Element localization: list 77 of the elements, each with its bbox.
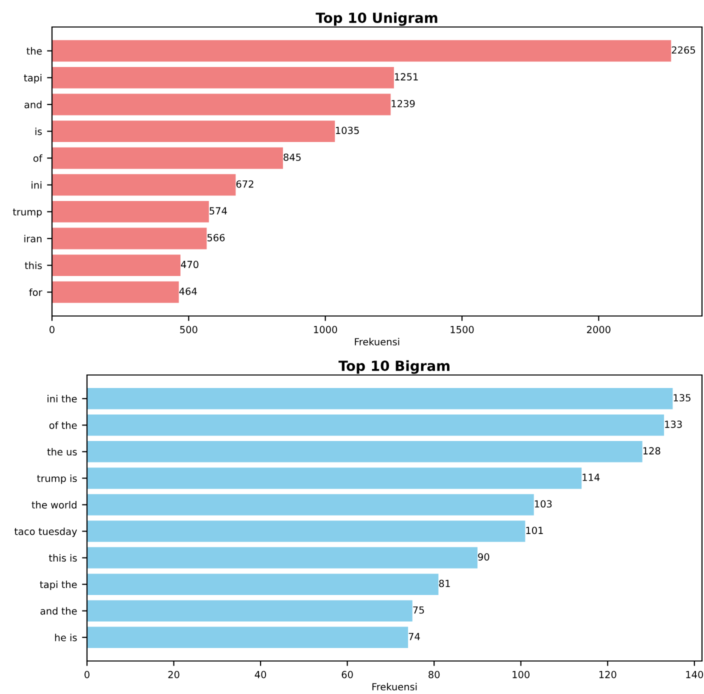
- y-tick-label: ini the: [48, 394, 77, 402]
- x-tick-label: 500: [180, 326, 198, 334]
- bar: [52, 147, 283, 169]
- bar: [87, 414, 664, 436]
- bar: [52, 281, 179, 303]
- y-tick-label: trump: [12, 208, 42, 218]
- y-tick-label: this: [24, 262, 42, 270]
- bar: [87, 574, 438, 595]
- bar: [52, 174, 236, 196]
- bar: [87, 547, 478, 568]
- x-tick-label: 120: [599, 670, 616, 678]
- bar: [87, 626, 408, 648]
- data-label: 103: [534, 500, 552, 508]
- bar: [52, 120, 335, 142]
- y-tick-label: the us: [47, 448, 77, 456]
- x-tick-label: 60: [342, 670, 353, 678]
- x-tick-label: 100: [512, 670, 530, 678]
- data-label: 133: [665, 420, 682, 428]
- data-label: 2265: [672, 46, 696, 54]
- x-tick-label: 140: [686, 670, 704, 678]
- x-tick-label: 1500: [450, 326, 474, 334]
- data-label: 845: [284, 154, 301, 161]
- data-label: 1239: [392, 100, 415, 108]
- bar: [52, 254, 180, 276]
- y-tick-label: is: [35, 128, 42, 136]
- y-tick-label: of the: [49, 421, 77, 429]
- bar: [87, 388, 673, 410]
- x-axis-title: Frekuensi: [372, 682, 417, 690]
- y-tick-label: and the: [40, 607, 77, 615]
- data-label: 470: [180, 260, 198, 268]
- data-label: 574: [210, 207, 227, 215]
- data-label: 672: [236, 180, 254, 188]
- y-tick-label: trump is: [37, 474, 77, 484]
- bar: [87, 441, 642, 462]
- data-label: 128: [643, 447, 660, 454]
- x-tick-label: 0: [84, 670, 90, 678]
- bar: [87, 520, 526, 542]
- y-tick-label: taco tuesday: [14, 528, 77, 537]
- y-tick-label: this is: [48, 554, 77, 562]
- chart-title: Top 10 Bigram: [338, 360, 450, 374]
- bar: [52, 228, 207, 250]
- y-tick-label: and: [24, 100, 42, 108]
- y-tick-label: the world: [32, 501, 76, 509]
- y-tick-label: for: [29, 288, 42, 296]
- bar: [52, 40, 672, 62]
- bar: [87, 494, 534, 516]
- bar: [87, 600, 412, 622]
- y-tick-label: he is: [55, 634, 77, 642]
- bar: [52, 94, 391, 116]
- data-label: 1251: [395, 73, 418, 80]
- bar: [52, 66, 394, 88]
- bar: [87, 468, 582, 489]
- data-label: 114: [582, 474, 600, 481]
- x-tick-label: 1000: [314, 326, 338, 334]
- x-tick-label: 2000: [587, 326, 610, 334]
- data-label: 464: [179, 288, 197, 295]
- x-tick-label: 20: [168, 670, 180, 678]
- data-label: 81: [439, 580, 450, 588]
- y-tick-label: tapi the: [40, 580, 77, 590]
- data-label: 75: [413, 606, 424, 614]
- data-label: 90: [478, 553, 490, 561]
- y-tick-label: of: [33, 154, 42, 162]
- data-label: 566: [207, 234, 225, 242]
- x-tick-label: 40: [254, 670, 266, 678]
- y-tick-label: the: [26, 47, 42, 55]
- x-tick-label: 80: [428, 670, 440, 678]
- bar: [52, 200, 209, 222]
- x-tick-label: 0: [50, 326, 54, 334]
- data-label: 74: [408, 632, 420, 640]
- data-label: 1035: [336, 126, 359, 134]
- data-label: 135: [674, 394, 690, 402]
- data-label: 101: [526, 526, 543, 534]
- y-tick-label: tapi: [24, 74, 42, 84]
- y-tick-label: ini: [32, 181, 42, 189]
- x-axis-title: Frekuensi: [354, 338, 400, 346]
- y-tick-label: iran: [24, 234, 42, 242]
- chart-title: Top 10 Unigram: [316, 12, 438, 26]
